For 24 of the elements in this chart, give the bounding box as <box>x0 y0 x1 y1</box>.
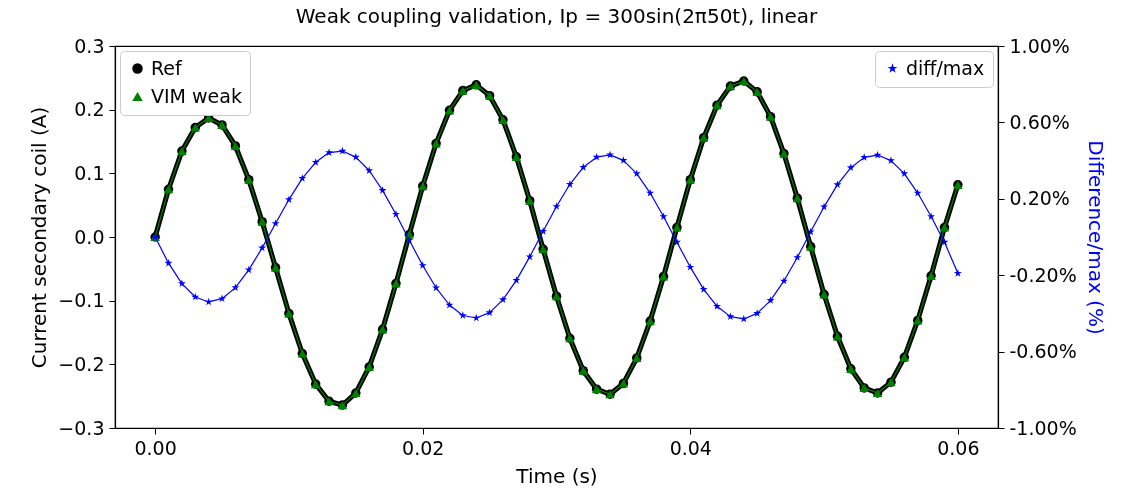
y2-axis-title: Difference/max (%) <box>1083 140 1108 335</box>
y-tick-label: 0.2 <box>74 98 105 121</box>
legend-label: diff/max <box>906 56 985 79</box>
y-tick-label: −0.3 <box>58 416 105 439</box>
x-tick-label: 0.02 <box>402 436 445 459</box>
y2-tick-label: -0.60% <box>1009 340 1077 363</box>
y-axis-title: Current secondary coil (A) <box>27 106 52 369</box>
x-tick-label: 0.06 <box>937 436 980 459</box>
x-axis-title: Time (s) <box>515 463 598 488</box>
y2-tick-label: 0.60% <box>1009 110 1070 133</box>
y-tick-label: 0.3 <box>74 34 105 57</box>
legend-label: Ref <box>151 56 184 79</box>
y2-tick-label: 0.20% <box>1009 187 1070 210</box>
y-tick-label: 0.0 <box>74 225 105 248</box>
y2-tick-label: 1.00% <box>1009 34 1070 57</box>
chart-title: Weak coupling validation, Ip = 300sin(2π50t), linear <box>295 4 819 28</box>
x-tick-label: 0.04 <box>669 436 712 459</box>
x-tick-label: 0.00 <box>134 436 177 459</box>
y2-tick-label: -0.20% <box>1009 263 1077 286</box>
y-tick-label: −0.2 <box>58 352 105 375</box>
y2-tick-label: -1.00% <box>1009 416 1077 439</box>
legend-label: VIM weak <box>151 84 242 107</box>
y-tick-label: −0.1 <box>58 289 105 312</box>
y-tick-label: 0.1 <box>74 161 105 184</box>
